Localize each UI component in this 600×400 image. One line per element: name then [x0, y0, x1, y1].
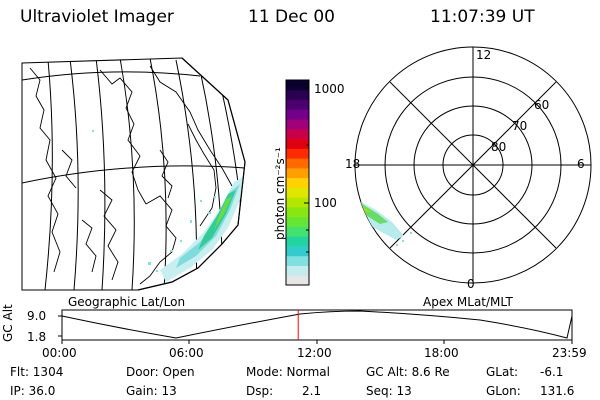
colorbar-unit-label: photon cm⁻²s⁻¹	[273, 147, 287, 240]
colorbar-band	[286, 158, 309, 169]
gc-altitude: GC Alt: 8.6 Re	[366, 365, 450, 379]
instrument-title: Ultraviolet Imager	[20, 7, 174, 27]
lat-label-70: 70	[512, 119, 528, 133]
timeline-tick-1800: 18:00	[424, 346, 459, 360]
colorbar-band	[286, 265, 309, 276]
altitude-timeline	[58, 309, 573, 344]
limb-outline	[137, 57, 246, 291]
colorbar-band	[286, 187, 309, 198]
colorbar-band	[286, 236, 309, 247]
altitude-curve	[61, 310, 573, 339]
glat-value: -6.1	[540, 365, 564, 379]
colorbar-band	[286, 226, 309, 237]
glon-label: GLon:	[486, 384, 521, 398]
auroral-emission	[92, 130, 245, 282]
colorbar-band	[286, 255, 309, 266]
timeline-frame	[61, 309, 573, 341]
timeline-tick-0000: 00:00	[42, 346, 77, 360]
timeline-ticks	[61, 340, 573, 344]
coastlines	[29, 65, 233, 285]
mode-value: Mode: Normal	[246, 365, 330, 379]
colorbar-band	[286, 275, 309, 286]
colorbar-band	[286, 99, 309, 110]
ip-value: IP: 36.0	[10, 384, 56, 398]
colorbar-band	[286, 138, 309, 149]
timeline-y-bottom: 1.8	[27, 330, 47, 344]
colorbar-band	[286, 167, 309, 179]
gain-value: Gain: 13	[126, 384, 177, 398]
colorbar-label-100: 100	[314, 196, 337, 210]
time-label: 11:07:39 UT	[430, 7, 535, 27]
colorbar-band	[286, 119, 309, 130]
polar-map-caption: Apex MLat/MLT	[423, 295, 513, 309]
door-status: Door: Open	[126, 365, 195, 379]
colorbar-band	[286, 245, 309, 257]
date-label: 11 Dec 00	[248, 7, 335, 27]
colorbar-frame	[285, 79, 310, 286]
colorbar-band	[286, 197, 309, 208]
geo-map-caption: Geographic Lat/Lon	[68, 295, 186, 309]
colorbar-band	[286, 148, 309, 159]
lat-label-60: 60	[534, 98, 550, 112]
mlt-label-18: 18	[345, 157, 361, 171]
sequence-value: Seq: 13	[366, 384, 412, 398]
polar-plot	[354, 46, 592, 284]
lat-label-80: 80	[491, 140, 507, 154]
colorbar-band	[286, 128, 309, 140]
flight-number: Flt: 1304	[10, 365, 64, 379]
timeline-tick-2359: 23:59	[552, 346, 587, 360]
glon-value: 131.6	[540, 384, 575, 398]
timeline-ylabel: GC Alt	[1, 304, 15, 342]
colorbar-band	[286, 177, 309, 188]
colorbar-band	[286, 89, 309, 101]
colorbar-band	[286, 80, 309, 91]
mlt-label-0: 0	[467, 277, 475, 291]
mlt-label-12: 12	[476, 48, 492, 62]
colorbar-band	[286, 109, 309, 120]
mlt-label-6: 6	[577, 157, 585, 171]
timeline-tick-1200: 12:00	[297, 346, 332, 360]
colorbar-band	[286, 206, 309, 218]
glat-label: GLat:	[486, 365, 519, 379]
timeline-y-top: 9.0	[27, 309, 47, 323]
colorbar-label-1000: 1000	[314, 82, 345, 96]
timeline-tick-0600: 06:00	[169, 346, 204, 360]
colorbar	[286, 80, 309, 286]
dsp-value: 2.1	[302, 384, 322, 398]
dsp-label: Dsp:	[246, 384, 274, 398]
colorbar-band	[286, 216, 309, 227]
mlt-spokes	[355, 47, 591, 283]
geographic-map	[21, 57, 246, 291]
